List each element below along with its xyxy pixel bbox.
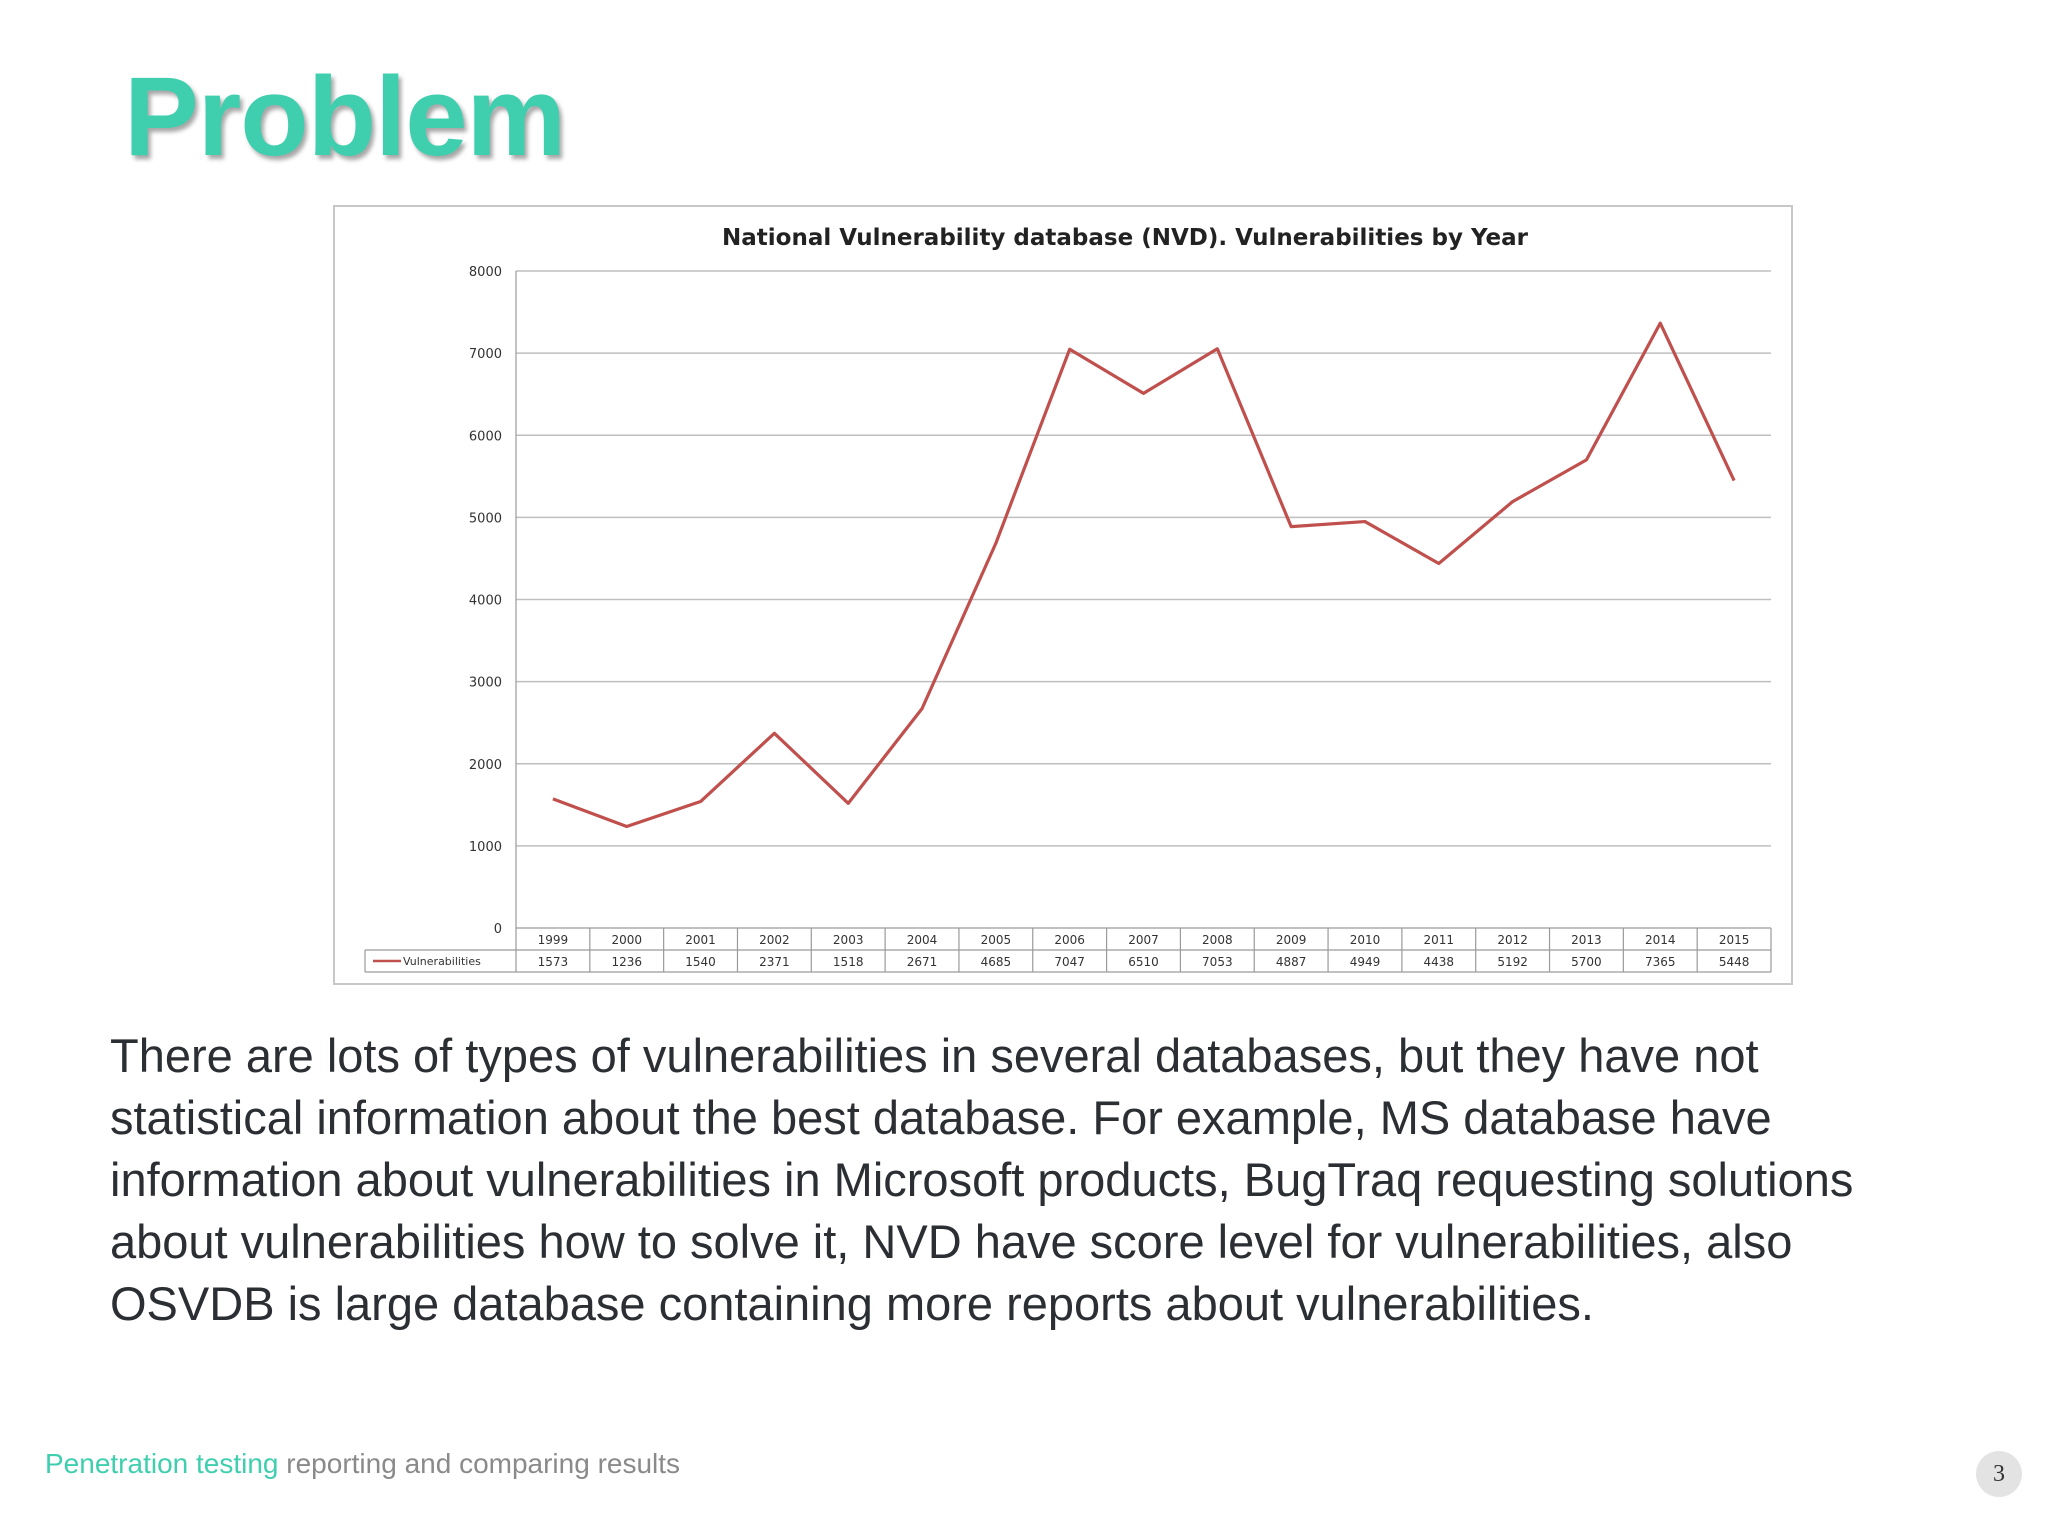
y-tick-label: 2000 <box>469 758 502 773</box>
x-tick-label: 2003 <box>833 933 864 947</box>
data-table-value: 1540 <box>685 955 716 969</box>
data-table-value: 7365 <box>1645 955 1676 969</box>
x-tick-label: 2002 <box>759 933 790 947</box>
data-table-value: 1236 <box>611 955 642 969</box>
y-axis-ticks: 0 1000 2000 3000 4000 5000 6000 7000 8000 <box>469 265 502 937</box>
x-tick-label: 2010 <box>1350 933 1381 947</box>
y-tick-label: 6000 <box>469 429 502 444</box>
data-table-value: 2671 <box>907 955 938 969</box>
data-table-value: 2371 <box>759 955 790 969</box>
data-table-value: 5700 <box>1571 955 1602 969</box>
x-tick-label: 2007 <box>1128 933 1159 947</box>
legend-label: Vulnerabilities <box>403 955 481 968</box>
y-tick-label: 7000 <box>469 347 502 362</box>
y-tick-label: 5000 <box>469 511 502 526</box>
slide-title: Problem <box>124 54 566 179</box>
series-line-Vulnerabilities <box>552 321 1736 829</box>
chart-frame: National Vulnerability database (NVD). V… <box>333 205 1793 985</box>
x-tick-label: 2014 <box>1645 933 1676 947</box>
x-tick-label: 2013 <box>1571 933 1602 947</box>
data-table-value: 6510 <box>1128 955 1159 969</box>
x-tick-label: 2006 <box>1054 933 1085 947</box>
gridlines <box>515 270 1771 928</box>
y-tick-label: 0 <box>494 922 502 937</box>
x-tick-label: 2009 <box>1276 933 1307 947</box>
y-tick-label: 4000 <box>469 594 502 609</box>
x-tick-label: 2000 <box>611 933 642 947</box>
data-table-value: 1518 <box>833 955 864 969</box>
data-table-value: 5192 <box>1497 955 1528 969</box>
data-table-value: 5448 <box>1719 955 1750 969</box>
x-tick-label: 2008 <box>1202 933 1233 947</box>
line-chart: National Vulnerability database (NVD). V… <box>364 225 1772 973</box>
body-paragraph: There are lots of types of vulnerabiliti… <box>110 1029 1854 1330</box>
series-line-layer <box>552 321 1736 829</box>
y-tick-label: 3000 <box>469 676 502 691</box>
footer-subtitle-text: reporting and comparing results <box>278 1448 681 1479</box>
data-table: 1999 2000 2001 2002 2003 2004 2005 2006 2007 2008… <box>364 927 1772 973</box>
data-table-value: 1573 <box>538 955 569 969</box>
data-table-value: 7053 <box>1202 955 1233 969</box>
data-table-value: 4887 <box>1276 955 1307 969</box>
x-tick-label: 2005 <box>981 933 1012 947</box>
x-tick-label: 2001 <box>685 933 716 947</box>
y-tick-label: 8000 <box>469 265 502 280</box>
x-tick-label: 1999 <box>538 933 569 947</box>
data-table-value: 4438 <box>1424 955 1455 969</box>
chart-title: National Vulnerability database (NVD). V… <box>722 225 1529 251</box>
data-table-value: 7047 <box>1054 955 1085 969</box>
data-table-value: 4685 <box>981 955 1012 969</box>
footer: Penetration testing reporting and compar… <box>45 1448 680 1480</box>
page-number-badge: 3 <box>1976 1451 2022 1497</box>
footer-accent-text: Penetration testing <box>45 1448 279 1479</box>
x-tick-label: 2011 <box>1424 933 1455 947</box>
x-tick-label: 2004 <box>907 933 938 947</box>
x-tick-label: 2015 <box>1719 933 1750 947</box>
data-table-value: 4949 <box>1350 955 1381 969</box>
y-tick-label: 1000 <box>469 840 502 855</box>
x-tick-label: 2012 <box>1497 933 1528 947</box>
